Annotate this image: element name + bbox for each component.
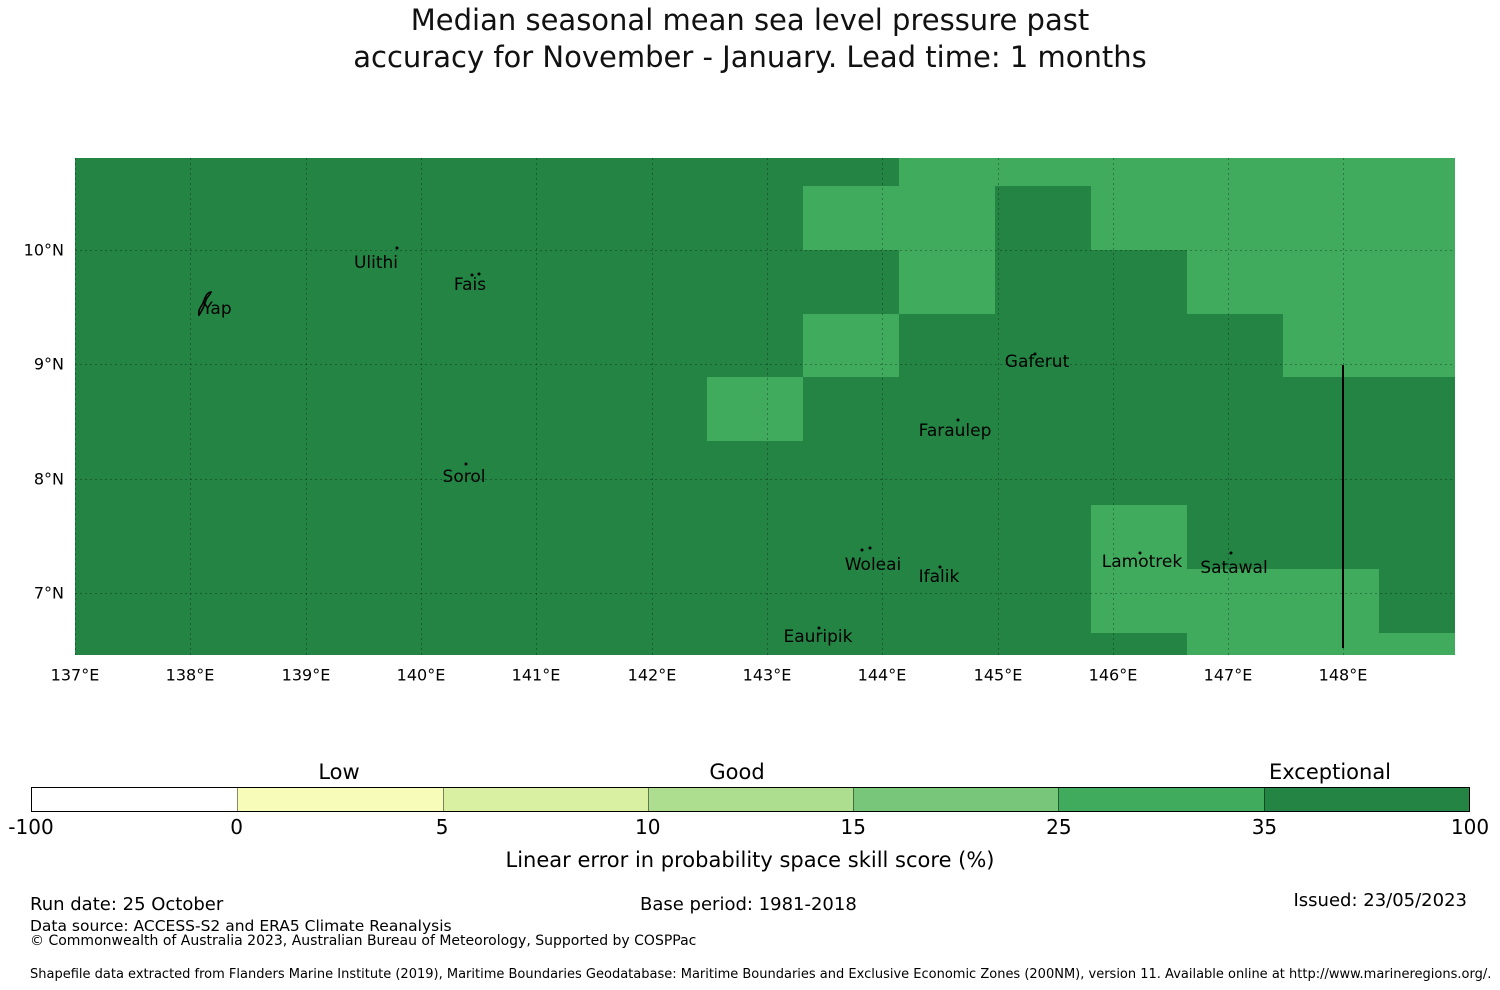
island-label-yap: Yap bbox=[202, 299, 232, 319]
island-marker-dot bbox=[477, 272, 481, 276]
x-tick-label: 137°E bbox=[50, 665, 100, 685]
meridian-gridline bbox=[421, 158, 422, 655]
skill-cell-25-35 bbox=[1091, 186, 1455, 250]
island-marker-dot bbox=[395, 246, 399, 250]
footer-issued: Issued: 23/05/2023 bbox=[1293, 890, 1467, 911]
colorbar bbox=[31, 787, 1470, 812]
skill-cell-25-35 bbox=[803, 186, 995, 250]
colorbar-segment bbox=[647, 788, 854, 811]
island-label-faraulep: Faraulep bbox=[918, 421, 992, 441]
skill-cell-25-35 bbox=[707, 377, 803, 441]
skill-cell-25-35 bbox=[1091, 569, 1379, 633]
footer-run-date: Run date: 25 October bbox=[30, 894, 224, 915]
chart-title: Median seasonal mean sea level pressure … bbox=[0, 2, 1500, 76]
island-marker-dot bbox=[817, 626, 821, 630]
island-label-lamotrek: Lamotrek bbox=[1101, 552, 1183, 572]
footer-data-source: Data source: ACCESS-S2 and ERA5 Climate … bbox=[30, 917, 452, 935]
y-tick-label: 7°N bbox=[33, 583, 64, 603]
footer-shapefile-note: Shapefile data extracted from Flanders M… bbox=[30, 967, 1492, 982]
island-label-eauripik: Eauripik bbox=[783, 627, 853, 647]
island-marker-dot bbox=[470, 273, 474, 277]
map-plot-area: Yap Ulithi Fais Sorol Gaferut Faraulep Woleai I… bbox=[75, 158, 1455, 655]
colorbar-tick-label: 5 bbox=[435, 815, 449, 839]
skill-cell-25-35 bbox=[1187, 633, 1455, 655]
island-label-fais: Fais bbox=[453, 275, 487, 295]
skill-cell-25-35 bbox=[899, 250, 995, 314]
colorbar-segment bbox=[1263, 788, 1469, 811]
island-label-sorol: Sorol bbox=[442, 467, 486, 487]
x-tick-label: 144°E bbox=[857, 665, 907, 685]
colorbar-tick-label: -100 bbox=[8, 815, 54, 839]
island-label-ifalik: Ifalik bbox=[918, 567, 960, 587]
skill-cell-25-35 bbox=[899, 158, 1455, 186]
x-tick-label: 147°E bbox=[1203, 665, 1253, 685]
colorbar-segment bbox=[442, 788, 648, 811]
island-marker-dot bbox=[860, 548, 864, 552]
meridian-gridline bbox=[652, 158, 653, 655]
x-tick-label: 142°E bbox=[627, 665, 677, 685]
skill-cell-25-35 bbox=[1091, 505, 1187, 569]
footer-base-period: Base period: 1981-2018 bbox=[640, 894, 857, 915]
parallel-gridline bbox=[75, 593, 1455, 594]
colorbar-tick-label: 35 bbox=[1251, 815, 1278, 839]
parallel-gridline bbox=[75, 364, 1455, 365]
meridian-gridline bbox=[998, 158, 999, 655]
x-tick-label: 143°E bbox=[742, 665, 792, 685]
colorbar-axis-label: Linear error in probability space skill … bbox=[505, 848, 995, 872]
x-tick-label: 139°E bbox=[281, 665, 331, 685]
footer-copyright: © Commonwealth of Australia 2023, Austra… bbox=[30, 933, 697, 949]
colorbar-category-label: Low bbox=[318, 760, 360, 784]
island-marker-dot bbox=[938, 565, 942, 569]
meridian-gridline bbox=[536, 158, 537, 655]
meridian-gridline bbox=[1228, 158, 1229, 655]
colorbar-tick-label: 0 bbox=[230, 815, 243, 839]
colorbar-segment bbox=[853, 788, 1059, 811]
meridian-gridline bbox=[75, 158, 76, 655]
x-tick-label: 141°E bbox=[511, 665, 561, 685]
eez-boundary-line bbox=[1342, 365, 1344, 648]
meridian-gridline bbox=[882, 158, 883, 655]
colorbar-tick-label: 25 bbox=[1046, 815, 1072, 839]
island-marker-dot bbox=[1229, 551, 1233, 555]
island-marker-dot bbox=[956, 418, 960, 422]
parallel-gridline bbox=[75, 250, 1455, 251]
x-tick-label: 140°E bbox=[396, 665, 446, 685]
meridian-gridline bbox=[767, 158, 768, 655]
x-tick-label: 145°E bbox=[973, 665, 1023, 685]
skill-cell-25-35 bbox=[1187, 250, 1455, 314]
x-tick-label: 146°E bbox=[1088, 665, 1138, 685]
parallel-gridline bbox=[75, 479, 1455, 480]
island-label-ulithi: Ulithi bbox=[353, 253, 399, 273]
colorbar-segment bbox=[1058, 788, 1264, 811]
colorbar-tick-label: 15 bbox=[840, 815, 867, 839]
x-tick-label: 148°E bbox=[1318, 665, 1368, 685]
island-label-gaferut: Gaferut bbox=[1004, 352, 1070, 372]
chart-title-line2: accuracy for November - January. Lead ti… bbox=[353, 40, 1147, 74]
colorbar-tick-label: 100 bbox=[1450, 815, 1490, 839]
island-marker-dot bbox=[1138, 551, 1142, 555]
island-label-satawal: Satawal bbox=[1200, 558, 1268, 578]
island-marker-dot bbox=[464, 462, 468, 466]
colorbar-segment bbox=[237, 788, 443, 811]
meridian-gridline bbox=[1113, 158, 1114, 655]
x-tick-label: 138°E bbox=[165, 665, 215, 685]
skill-cell-25-35 bbox=[1283, 314, 1455, 377]
colorbar-category-label: Exceptional bbox=[1268, 760, 1392, 784]
y-tick-label: 9°N bbox=[33, 354, 64, 374]
island-marker-dot bbox=[1033, 352, 1037, 356]
colorbar-category-label: Good bbox=[709, 760, 765, 784]
colorbar-segment bbox=[32, 788, 238, 811]
y-tick-label: 10°N bbox=[23, 240, 64, 260]
chart-title-line1: Median seasonal mean sea level pressure … bbox=[410, 3, 1090, 37]
skill-cell-25-35 bbox=[803, 314, 899, 377]
y-tick-label: 8°N bbox=[33, 469, 64, 489]
colorbar-tick-label: 10 bbox=[634, 815, 661, 839]
island-marker-dot bbox=[868, 546, 872, 550]
island-label-woleai: Woleai bbox=[844, 555, 902, 575]
meridian-gridline bbox=[190, 158, 191, 655]
yap-island-outline bbox=[197, 291, 213, 317]
meridian-gridline bbox=[306, 158, 307, 655]
